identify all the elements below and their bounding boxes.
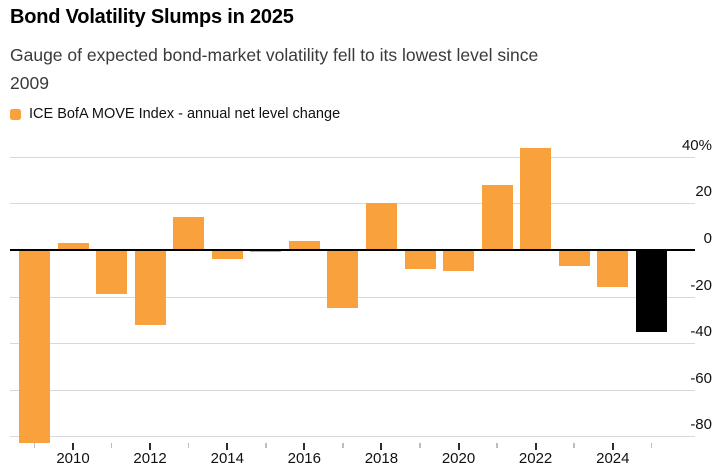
zero-baseline	[10, 249, 695, 251]
y-axis-label-20: 20	[695, 183, 712, 201]
bar-2025	[635, 250, 667, 332]
x-axis-label-2016: 2016	[287, 450, 321, 467]
gridline-20	[10, 203, 695, 205]
minor-tick-2025	[650, 443, 653, 448]
major-tick-2018	[380, 443, 383, 450]
bar-2019	[404, 250, 436, 269]
gridline-40	[10, 156, 695, 158]
legend-swatch-icon	[10, 108, 21, 120]
gridline--60	[10, 389, 695, 391]
chart-subtitle-line-2: 2009	[10, 73, 49, 93]
bar-2010	[57, 243, 89, 250]
major-tick-2016	[303, 443, 306, 450]
gridline--80	[10, 436, 695, 438]
bar-2015	[250, 250, 282, 253]
x-axis-label-2020: 2020	[441, 450, 476, 467]
bar-2012	[134, 250, 166, 325]
minor-tick-2013	[187, 443, 190, 448]
bar-2023	[558, 250, 590, 267]
major-tick-2024	[611, 443, 614, 450]
bar-2022	[520, 147, 552, 250]
minor-tick-2015	[265, 443, 267, 448]
y-axis-label--40: -40	[690, 323, 712, 341]
bar-2011	[96, 250, 128, 295]
bar-2018	[365, 203, 397, 250]
bar-2017	[327, 250, 359, 309]
x-axis-label-2012: 2012	[133, 450, 167, 467]
bar-2016	[288, 240, 320, 250]
chart-subtitle: Gauge of expected bond-market volatility…	[10, 41, 538, 97]
major-tick-2010	[72, 443, 75, 450]
minor-tick-2023	[573, 443, 575, 448]
major-tick-2020	[457, 443, 460, 450]
major-tick-2022	[534, 443, 537, 450]
bar-2013	[173, 217, 205, 250]
minor-tick-2021	[496, 443, 498, 448]
major-tick-2014	[226, 443, 229, 450]
minor-tick-2009	[33, 443, 36, 448]
minor-tick-2019	[419, 443, 421, 448]
legend-label: ICE BofA MOVE Index - annual net level c…	[29, 106, 341, 122]
minor-tick-2017	[342, 443, 344, 448]
bar-2020	[443, 250, 474, 271]
bar-2014	[211, 250, 243, 260]
bar-2021	[481, 184, 513, 250]
minor-tick-2011	[110, 443, 113, 448]
major-tick-2012	[149, 443, 152, 450]
bar-2009	[19, 250, 50, 444]
y-axis-label-40: 40%	[681, 136, 712, 154]
x-axis-label-2018: 2018	[364, 450, 399, 467]
x-axis-label-2022: 2022	[518, 450, 553, 467]
x-axis-label-2010: 2010	[56, 450, 90, 467]
y-axis-label--80: -80	[690, 416, 712, 434]
x-axis-label-2014: 2014	[210, 450, 244, 467]
y-axis-label--20: -20	[690, 276, 712, 294]
x-axis-label-2024: 2024	[596, 450, 630, 467]
y-axis-label-0: 0	[703, 230, 712, 247]
bar-2024	[597, 250, 629, 288]
chart-subtitle-line-1: Gauge of expected bond-market volatility…	[10, 45, 539, 65]
chart-title: Bond Volatility Slumps in 2025	[10, 6, 294, 28]
legend: ICE BofA MOVE Index - annual net level c…	[10, 106, 340, 122]
y-axis-label--60: -60	[690, 369, 712, 387]
gridline--40	[10, 343, 695, 345]
